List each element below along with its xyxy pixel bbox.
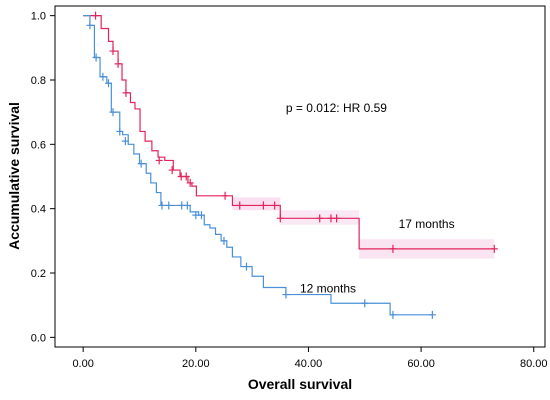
censor-mark <box>186 178 194 187</box>
censor-mark <box>236 201 244 210</box>
annotation-label: 12 months <box>300 281 356 295</box>
x-axis-title: Overall survival <box>248 376 352 392</box>
censor-mark <box>116 127 124 136</box>
censor-mark <box>428 310 436 319</box>
series-layer <box>83 11 498 319</box>
censor-mark <box>182 172 190 181</box>
annotation-label: 17 months <box>399 217 455 231</box>
y-tick-label: 0.0 <box>31 332 46 344</box>
censor-mark <box>389 244 397 253</box>
censor-mark <box>197 211 205 220</box>
censor-mark <box>155 156 163 165</box>
censor-mark <box>121 137 129 146</box>
x-tick-label: 20.00 <box>182 358 210 370</box>
y-axis: 0.0 0.2 0.4 0.6 0.8 1.0 <box>31 11 55 344</box>
censor-mark <box>109 108 117 117</box>
censor-mark <box>242 262 250 271</box>
censor-mark <box>276 214 284 223</box>
x-tick-label: 0.00 <box>72 358 93 370</box>
censor-mark <box>271 201 279 210</box>
censor-mark <box>114 59 122 68</box>
censor-mark <box>158 201 166 210</box>
x-axis: 0.00 20.00 40.00 60.00 80.00 <box>72 347 548 370</box>
plot-area: 0.00 20.00 40.00 60.00 80.00 0.0 0.2 0.4 0.6 0.8… <box>31 5 548 370</box>
ci-band <box>232 197 281 211</box>
censor-mark <box>333 214 341 223</box>
x-tick-label: 60.00 <box>407 358 435 370</box>
y-tick-label: 0.2 <box>31 268 46 280</box>
censor-mark <box>137 159 145 168</box>
censor-mark <box>122 88 130 97</box>
y-axis-title: Accumulative survival <box>6 102 22 250</box>
censor-mark <box>92 53 100 62</box>
series-line <box>83 15 433 316</box>
y-tick-label: 1.0 <box>31 11 46 23</box>
censor-mark <box>389 310 397 319</box>
censor-mark <box>361 299 369 308</box>
y-tick-label: 0.6 <box>31 139 46 151</box>
censor-mark <box>99 72 107 81</box>
censor-mark <box>259 201 267 210</box>
censor-mark <box>109 47 117 56</box>
plot-background <box>54 5 546 348</box>
censor-mark <box>86 21 94 30</box>
censor-mark <box>165 201 173 210</box>
censor-mark <box>92 11 100 20</box>
censor-mark <box>220 236 228 245</box>
censor-mark <box>183 201 191 210</box>
annotation-label: p = 0.012: HR 0.59 <box>286 101 387 115</box>
censor-mark <box>282 290 290 299</box>
x-tick-label: 80.00 <box>520 358 548 370</box>
censor-mark <box>168 166 176 175</box>
series-line <box>83 15 495 250</box>
x-tick-label: 40.00 <box>295 358 323 370</box>
series-1 <box>83 11 498 253</box>
y-tick-label: 0.4 <box>31 204 46 216</box>
annotation-layer: p = 0.012: HR 0.59 17 months 12 months <box>286 101 455 295</box>
censor-mark <box>105 79 113 88</box>
series-2 <box>83 15 436 319</box>
censor-mark <box>221 191 229 200</box>
censor-mark <box>490 244 498 253</box>
censor-mark <box>316 214 324 223</box>
y-tick-label: 0.8 <box>31 75 46 87</box>
